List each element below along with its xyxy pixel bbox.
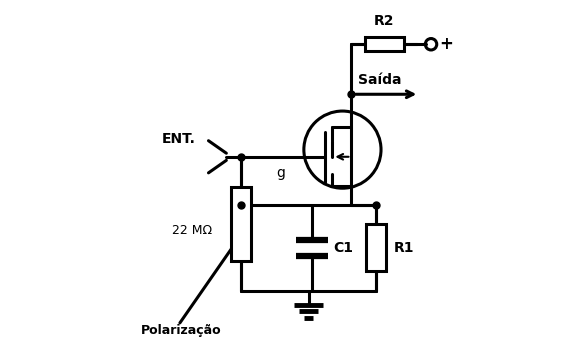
Text: g: g [277, 166, 286, 180]
Text: R1: R1 [393, 241, 414, 255]
FancyBboxPatch shape [231, 187, 251, 261]
Text: +: + [439, 35, 454, 53]
Text: C1: C1 [333, 241, 353, 255]
Text: 22 MΩ: 22 MΩ [172, 224, 212, 237]
Text: ENT.: ENT. [162, 132, 196, 146]
Text: R2: R2 [374, 14, 395, 28]
FancyBboxPatch shape [366, 224, 386, 271]
Text: Saída: Saída [358, 73, 401, 87]
Text: Polarização: Polarização [141, 324, 221, 337]
FancyBboxPatch shape [365, 37, 404, 51]
